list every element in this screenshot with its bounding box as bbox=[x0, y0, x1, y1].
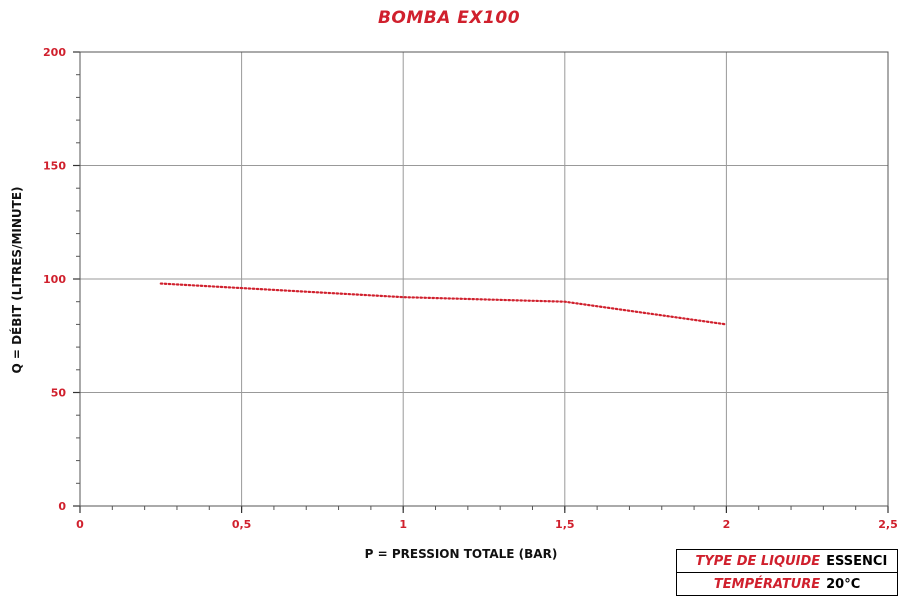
x-tick-label: 1,5 bbox=[555, 518, 575, 531]
info-row-liquid-type: TYPE DE LIQUIDE ESSENCI bbox=[676, 549, 898, 573]
x-tick-label: 0 bbox=[76, 518, 84, 531]
x-axis-label: P = PRESSION TOTALE (BAR) bbox=[365, 547, 558, 561]
info-table: TYPE DE LIQUIDE ESSENCI TEMPÉRATURE 20°C bbox=[676, 549, 898, 596]
y-tick-label: 50 bbox=[51, 387, 67, 400]
y-tick-label: 200 bbox=[43, 46, 66, 59]
info-key-liquid-type: TYPE DE LIQUIDE bbox=[676, 549, 824, 573]
y-axis-label: Q = DÉBIT (LITRES/MINUTE) bbox=[9, 186, 24, 373]
series-line bbox=[159, 282, 728, 326]
y-tick-label: 0 bbox=[58, 500, 66, 513]
info-value-temperature: 20°C bbox=[823, 572, 898, 596]
y-tick-label: 150 bbox=[43, 160, 66, 173]
x-tick-label: 0,5 bbox=[232, 518, 252, 531]
chart-title: BOMBA EX100 bbox=[377, 8, 521, 28]
y-tick-label: 100 bbox=[43, 273, 66, 286]
x-tick-label: 2 bbox=[723, 518, 731, 531]
info-value-liquid-type: ESSENCI bbox=[823, 549, 898, 573]
info-row-temperature: TEMPÉRATURE 20°C bbox=[676, 572, 898, 596]
info-key-temperature: TEMPÉRATURE bbox=[676, 572, 824, 596]
plot-border bbox=[79, 51, 889, 507]
x-tick-label: 2,5 bbox=[878, 518, 898, 531]
x-tick-label: 1 bbox=[399, 518, 407, 531]
